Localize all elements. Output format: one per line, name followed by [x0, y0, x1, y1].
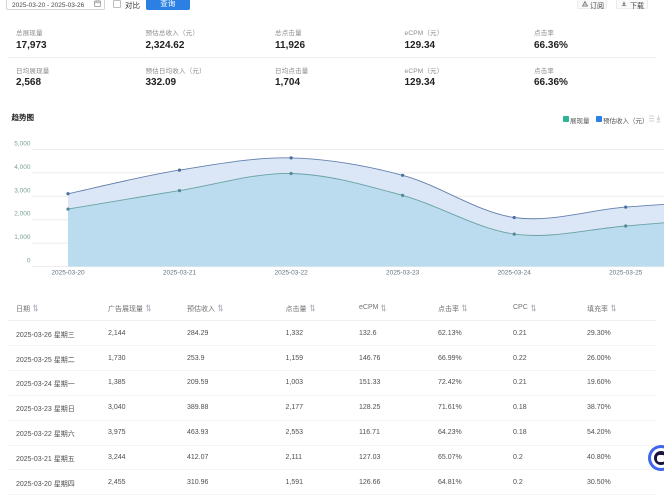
- svg-text:2025-03-20: 2025-03-20: [51, 270, 85, 277]
- svg-text:3,000: 3,000: [14, 187, 31, 194]
- svg-text:2025-03-21: 2025-03-21: [163, 270, 197, 277]
- svg-text:2025-03-23: 2025-03-23: [386, 270, 420, 277]
- svg-text:4,000: 4,000: [14, 164, 31, 171]
- svg-text:0: 0: [27, 258, 31, 265]
- svg-text:2,000: 2,000: [14, 211, 31, 218]
- svg-text:1,000: 1,000: [14, 234, 31, 241]
- svg-text:2025-03-24: 2025-03-24: [498, 270, 532, 277]
- svg-text:2025-03-25: 2025-03-25: [609, 270, 643, 277]
- svg-text:5,000: 5,000: [14, 141, 31, 148]
- svg-text:2025-03-22: 2025-03-22: [274, 270, 308, 277]
